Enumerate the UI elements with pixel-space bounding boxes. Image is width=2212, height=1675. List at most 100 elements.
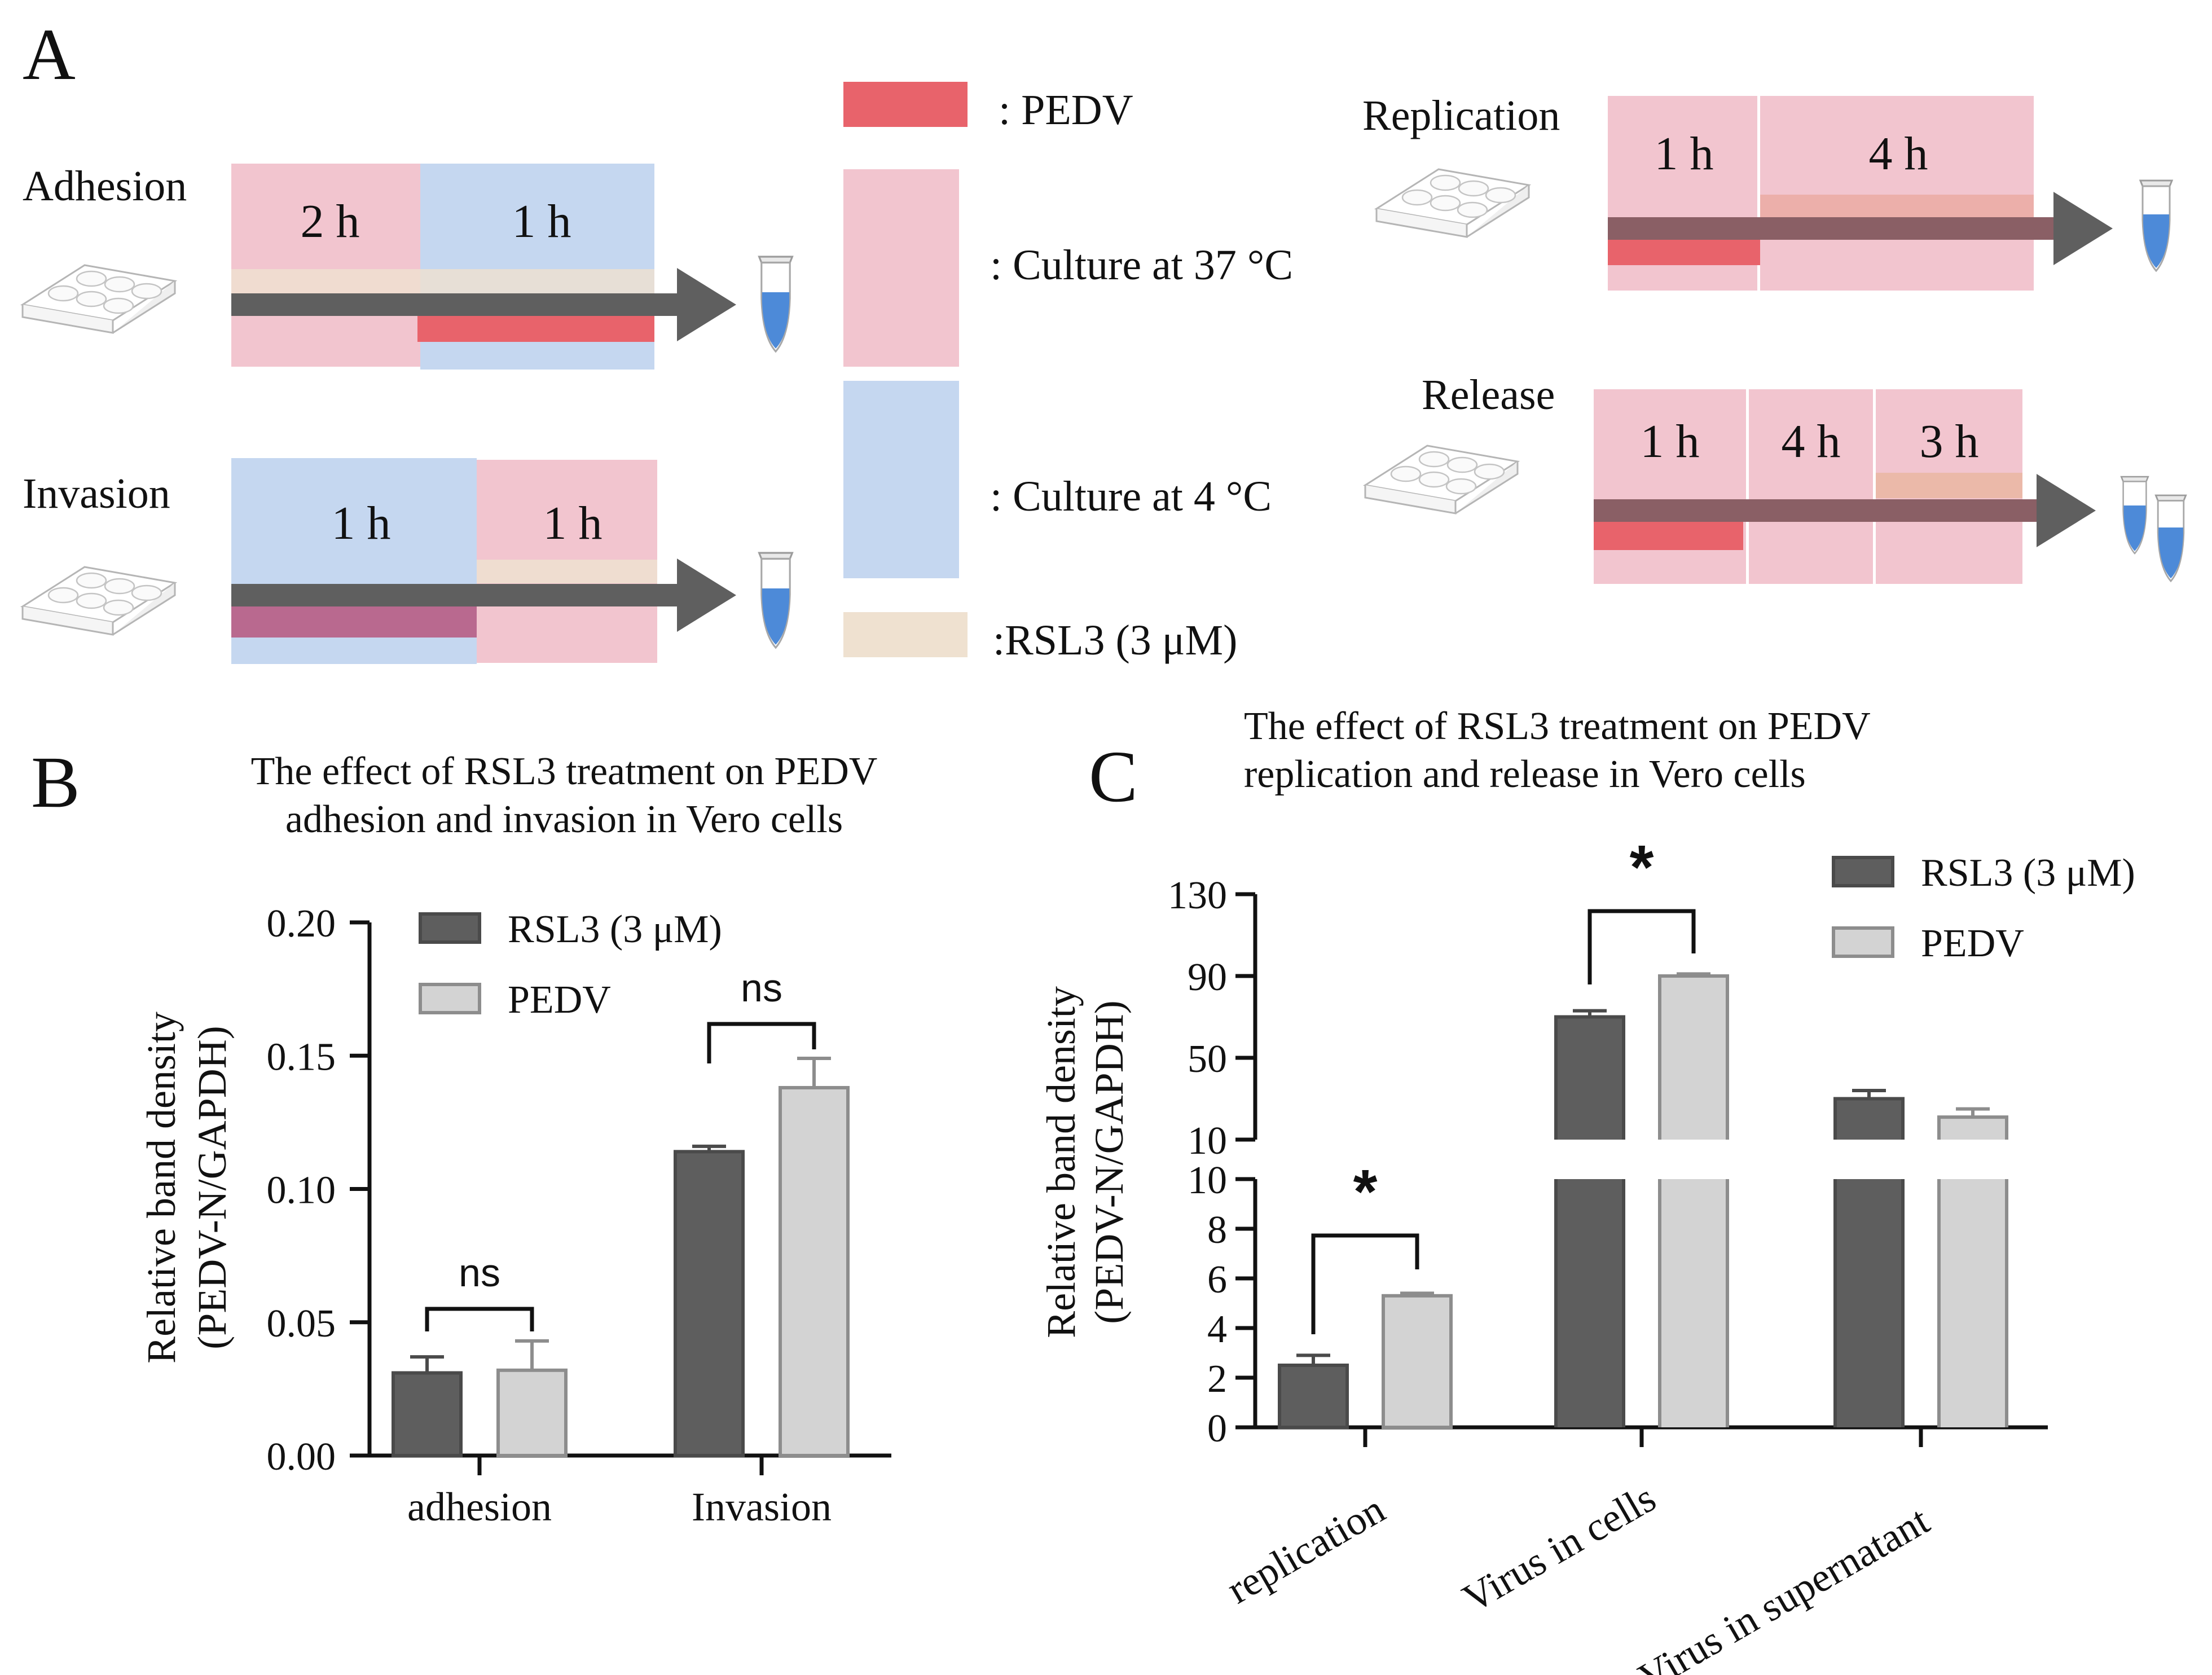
significance-bracket	[1311, 1233, 1419, 1334]
pedv-band	[1608, 240, 1760, 265]
legend-label: RSL3 (3 μM)	[508, 908, 722, 951]
protocol-adhesion: Adhesion 2 h 1 h	[21, 162, 793, 370]
y-tick-label: 0.15	[267, 1035, 336, 1079]
cell-plate-icon	[1375, 168, 1530, 238]
chart-title: replication and release in Vero cells	[1244, 753, 1806, 796]
y-tick-label: 50	[1188, 1037, 1227, 1081]
protocol-title: Adhesion	[23, 162, 187, 210]
pedv-band	[231, 606, 477, 638]
y-tick-label: 0.05	[267, 1302, 336, 1346]
arrow-head	[2037, 474, 2096, 547]
significance-label: *	[1353, 1157, 1378, 1226]
culture-block	[1594, 389, 1746, 584]
protocol-release: Release 1 h 4 h 3 h	[1364, 371, 2187, 584]
segment-duration: 1 h	[543, 497, 603, 549]
bar-lower-segment	[1660, 1179, 1727, 1427]
chart-title: adhesion and invasion in Vero cells	[285, 798, 843, 841]
y-tick-label: 8	[1207, 1208, 1227, 1252]
significance-bracket	[425, 1307, 534, 1331]
bar	[1382, 1294, 1453, 1430]
pedv-band	[1594, 522, 1743, 550]
arrow-head	[2053, 192, 2113, 265]
bar	[674, 1150, 745, 1457]
protocol-replication: Replication 1 h 4 h	[1362, 92, 2173, 291]
protocol-invasion: Invasion 1 h 1 h	[21, 458, 793, 664]
segment-duration: 1 h	[1641, 415, 1700, 468]
panel-label-b: B	[31, 742, 80, 823]
legend-label-rsl3: :RSL3 (3 μM)	[993, 617, 1237, 664]
sample-tube-icon	[758, 552, 793, 649]
x-tick-label: replication	[1219, 1487, 1392, 1612]
panel-c: C The effect of RSL3 treatment on PEDV rep…	[1039, 705, 2135, 1675]
y-tick-label: 90	[1188, 956, 1227, 999]
bar	[1278, 1364, 1349, 1429]
y-tick-label: 0.20	[267, 902, 336, 946]
bar	[392, 1371, 463, 1457]
segment-duration: 1 h	[1655, 128, 1714, 180]
legend-a: : PEDV : Culture at 37 °C : Culture at 4 °…	[843, 82, 1293, 664]
legend-swatch-rsl3	[843, 612, 968, 657]
legend-label-culture-37: : Culture at 37 °C	[990, 241, 1293, 289]
legend-swatch	[419, 912, 481, 944]
legend-label: PEDV	[1921, 922, 2024, 965]
significance-bracket	[1587, 909, 1696, 984]
rsl3-band	[231, 269, 654, 294]
legend-label: RSL3 (3 μM)	[1921, 851, 2135, 895]
legend-swatch-culture-4	[843, 381, 959, 578]
culture-block	[1749, 389, 1873, 584]
sample-tube-icon	[2154, 494, 2187, 582]
panel-b: B The effect of RSL3 treatment on PEDV adh…	[31, 742, 891, 1529]
cell-plate-icon	[21, 264, 176, 334]
legend-label: PEDV	[508, 978, 611, 1022]
y-tick-label: 10	[1188, 1159, 1227, 1202]
arrow-head	[677, 559, 736, 632]
bar-outline	[1937, 1115, 2008, 1140]
timeline-arrow	[1594, 499, 2039, 522]
y-tick-label: 2	[1207, 1357, 1227, 1401]
segment-duration: 1 h	[512, 195, 571, 248]
cell-plate-icon	[21, 566, 176, 636]
cell-plate-icon	[1364, 445, 1519, 515]
legend-label-culture-4: : Culture at 4 °C	[990, 473, 1272, 520]
significance-label: ns	[459, 1251, 500, 1295]
culture-block	[231, 164, 420, 367]
sample-tube-icon	[2139, 179, 2173, 272]
bar-upper-segment	[1835, 1098, 1903, 1140]
bar-lower-segment	[1835, 1179, 1903, 1427]
legend-swatch	[1832, 856, 1894, 887]
x-tick-label: Virus in supernatant	[1631, 1498, 1937, 1675]
y-tick-label: 10	[1188, 1119, 1227, 1163]
panel-label-c: C	[1089, 736, 1138, 817]
pedv-band	[417, 314, 654, 342]
legend-swatch-culture-37	[843, 169, 959, 367]
significance-label: ns	[741, 966, 782, 1010]
legend-label-pedv: : PEDV	[999, 86, 1133, 134]
y-tick-label: 6	[1207, 1258, 1227, 1302]
significance-bracket	[707, 1022, 816, 1063]
protocol-title: Release	[1422, 371, 1555, 419]
y-tick-label: 0	[1207, 1407, 1227, 1450]
bar	[779, 1085, 850, 1457]
segment-duration: 4 h	[1782, 415, 1841, 468]
bar-upper-segment	[1939, 1117, 2007, 1140]
segment-duration: 3 h	[1920, 415, 1979, 468]
y-tick-label: 4	[1207, 1308, 1227, 1351]
segment-duration: 1 h	[332, 497, 391, 549]
panel-a: A Adhesion 2 h 1 h Invasion 1 h 1 h: PEDV: Cul…	[21, 14, 2187, 664]
y-axis-label: Relative band density	[139, 1012, 184, 1364]
segment-duration: 4 h	[1869, 128, 1928, 180]
bar-lower-segment	[1939, 1179, 2007, 1427]
culture-block	[1760, 96, 2034, 291]
bar-upper-segment	[1556, 1017, 1624, 1140]
protocol-title: Invasion	[23, 470, 170, 517]
chart-title: The effect of RSL3 treatment on PEDV	[1244, 705, 1871, 748]
sample-tube-icon	[2120, 476, 2149, 555]
y-axis-label: (PEDV-N/GAPDH)	[190, 1026, 235, 1349]
x-tick-label: adhesion	[407, 1484, 552, 1529]
bar	[496, 1368, 568, 1458]
x-tick-label: Invasion	[692, 1484, 832, 1529]
arrow-head	[677, 268, 736, 341]
y-tick-label: 130	[1168, 874, 1227, 917]
